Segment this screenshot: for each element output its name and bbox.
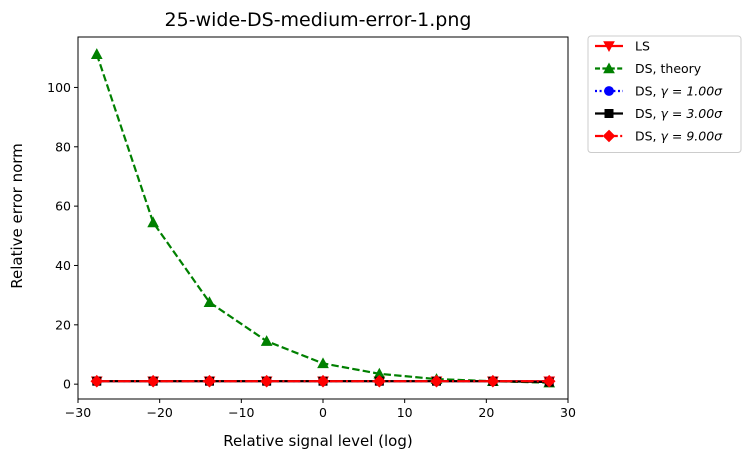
y-tick-label: 20 (55, 317, 71, 332)
data-point (90, 374, 104, 388)
legend-marker (604, 86, 614, 96)
legend-label-prefix: DS, (635, 129, 661, 144)
x-tick-label: −30 (65, 405, 91, 420)
series-1 (90, 48, 556, 388)
x-tick-label: 10 (397, 405, 413, 420)
x-tick-label: −10 (228, 405, 254, 420)
plot-area: −30 −20 −10 0 10 20 30 0 20 40 60 80 100 (47, 36, 576, 420)
data-point (542, 374, 556, 388)
y-tick-label: 40 (55, 258, 71, 273)
legend-label-prefix: DS, theory (635, 61, 702, 76)
x-tick-label: −20 (146, 405, 172, 420)
legend-box (587, 35, 742, 153)
legend-label-prefix: LS (635, 39, 650, 54)
x-tick-label: 0 (319, 405, 327, 420)
series-line (95, 53, 550, 384)
legend-marker (603, 62, 615, 74)
legend-marker (602, 129, 616, 143)
legend-label: DS, γ = 9.00σ (635, 129, 723, 144)
y-axis-label: Relative error norm (8, 143, 26, 289)
legend-marker (603, 41, 615, 53)
y-tick-label: 100 (47, 80, 71, 95)
legend-label-gamma: γ = 9.00σ (661, 129, 724, 144)
legend-label: DS, theory (635, 61, 702, 76)
legend-label: DS, γ = 1.00σ (635, 84, 723, 99)
legend-marker (604, 109, 614, 118)
legend-label-prefix: DS, (635, 106, 661, 121)
legend-label-prefix: DS, (635, 84, 661, 99)
y-tick-label: 80 (55, 139, 71, 154)
legend-label: LS (635, 39, 650, 54)
y-tick-label: 60 (55, 199, 71, 214)
data-point (317, 357, 329, 369)
data-point (203, 374, 216, 388)
legend-label-gamma: γ = 1.00σ (661, 84, 724, 99)
data-point (203, 296, 216, 308)
x-tick-label: 30 (560, 405, 576, 420)
chart-title: 25-wide-DS-medium-error-1.png (165, 9, 472, 31)
data-point (260, 374, 273, 388)
data-point (430, 374, 443, 388)
y-tick-label: 0 (63, 377, 71, 392)
data-point (316, 374, 330, 388)
x-tick-label: 20 (478, 405, 494, 420)
data-point (147, 216, 159, 228)
data-point (373, 374, 386, 388)
series-4 (90, 374, 556, 388)
legend-label-gamma: γ = 3.00σ (661, 106, 724, 121)
data-point (486, 374, 500, 388)
x-axis-label: Relative signal level (log) (223, 432, 412, 450)
data-point (90, 48, 103, 59)
legend-label: DS, γ = 3.00σ (635, 106, 723, 121)
data-point (146, 374, 160, 388)
data-point (260, 335, 273, 346)
